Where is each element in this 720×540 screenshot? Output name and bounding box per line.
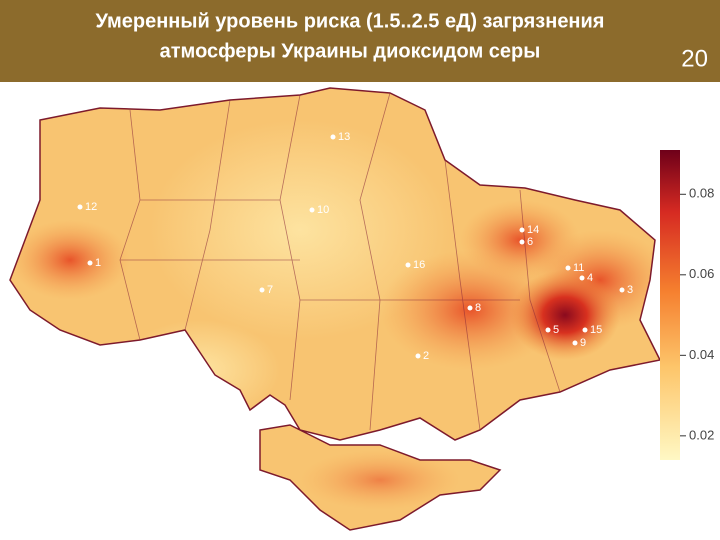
colorbar-tick-label: 0.02 xyxy=(689,427,714,442)
city-dot xyxy=(87,260,93,266)
colorbar-tick-label: 0.06 xyxy=(689,266,714,281)
city-label: 15 xyxy=(590,324,602,336)
city-label: 4 xyxy=(587,272,593,284)
title-line: атмосферы Украины диоксидом серы xyxy=(160,40,541,62)
city-dot xyxy=(309,207,315,213)
city-label: 16 xyxy=(413,259,425,271)
city-dot xyxy=(415,353,421,359)
city-label: 6 xyxy=(527,236,533,248)
city-label: 11 xyxy=(573,262,584,274)
city-label: 1 xyxy=(95,257,101,269)
city-label: 9 xyxy=(580,337,586,349)
city-label: 7 xyxy=(267,284,273,296)
city-dot xyxy=(405,262,411,268)
region-borders xyxy=(119,92,561,431)
colorbar-tick-label: 0.04 xyxy=(689,347,714,362)
map xyxy=(10,88,660,530)
city-label: 10 xyxy=(317,204,329,216)
city-dot xyxy=(619,287,625,293)
city-dot xyxy=(572,340,578,346)
city-dot xyxy=(259,287,265,293)
city-dot xyxy=(519,239,525,245)
city-dot xyxy=(77,204,83,210)
city-dot xyxy=(545,327,551,333)
border xyxy=(9,87,662,531)
colorbar xyxy=(660,150,680,460)
title-line: Умеренный уровень риска (1.5..2.5 еД) за… xyxy=(96,10,605,32)
city-dot xyxy=(467,305,473,311)
city-dot xyxy=(579,275,585,281)
colorbar-tick-label: 0.08 xyxy=(689,186,714,201)
city-label: 8 xyxy=(475,302,481,314)
city-label: 3 xyxy=(627,284,633,296)
city-dot xyxy=(582,327,588,333)
header-band xyxy=(0,0,720,82)
city-dot xyxy=(519,227,525,233)
city-label: 14 xyxy=(527,224,539,236)
city-label: 5 xyxy=(553,324,559,336)
city-label: 12 xyxy=(85,201,97,213)
city-dot xyxy=(565,265,571,271)
city-label: 13 xyxy=(338,131,350,143)
city-label: 2 xyxy=(423,350,429,362)
slide-number: 20 xyxy=(681,45,708,72)
city-dot xyxy=(330,134,336,140)
